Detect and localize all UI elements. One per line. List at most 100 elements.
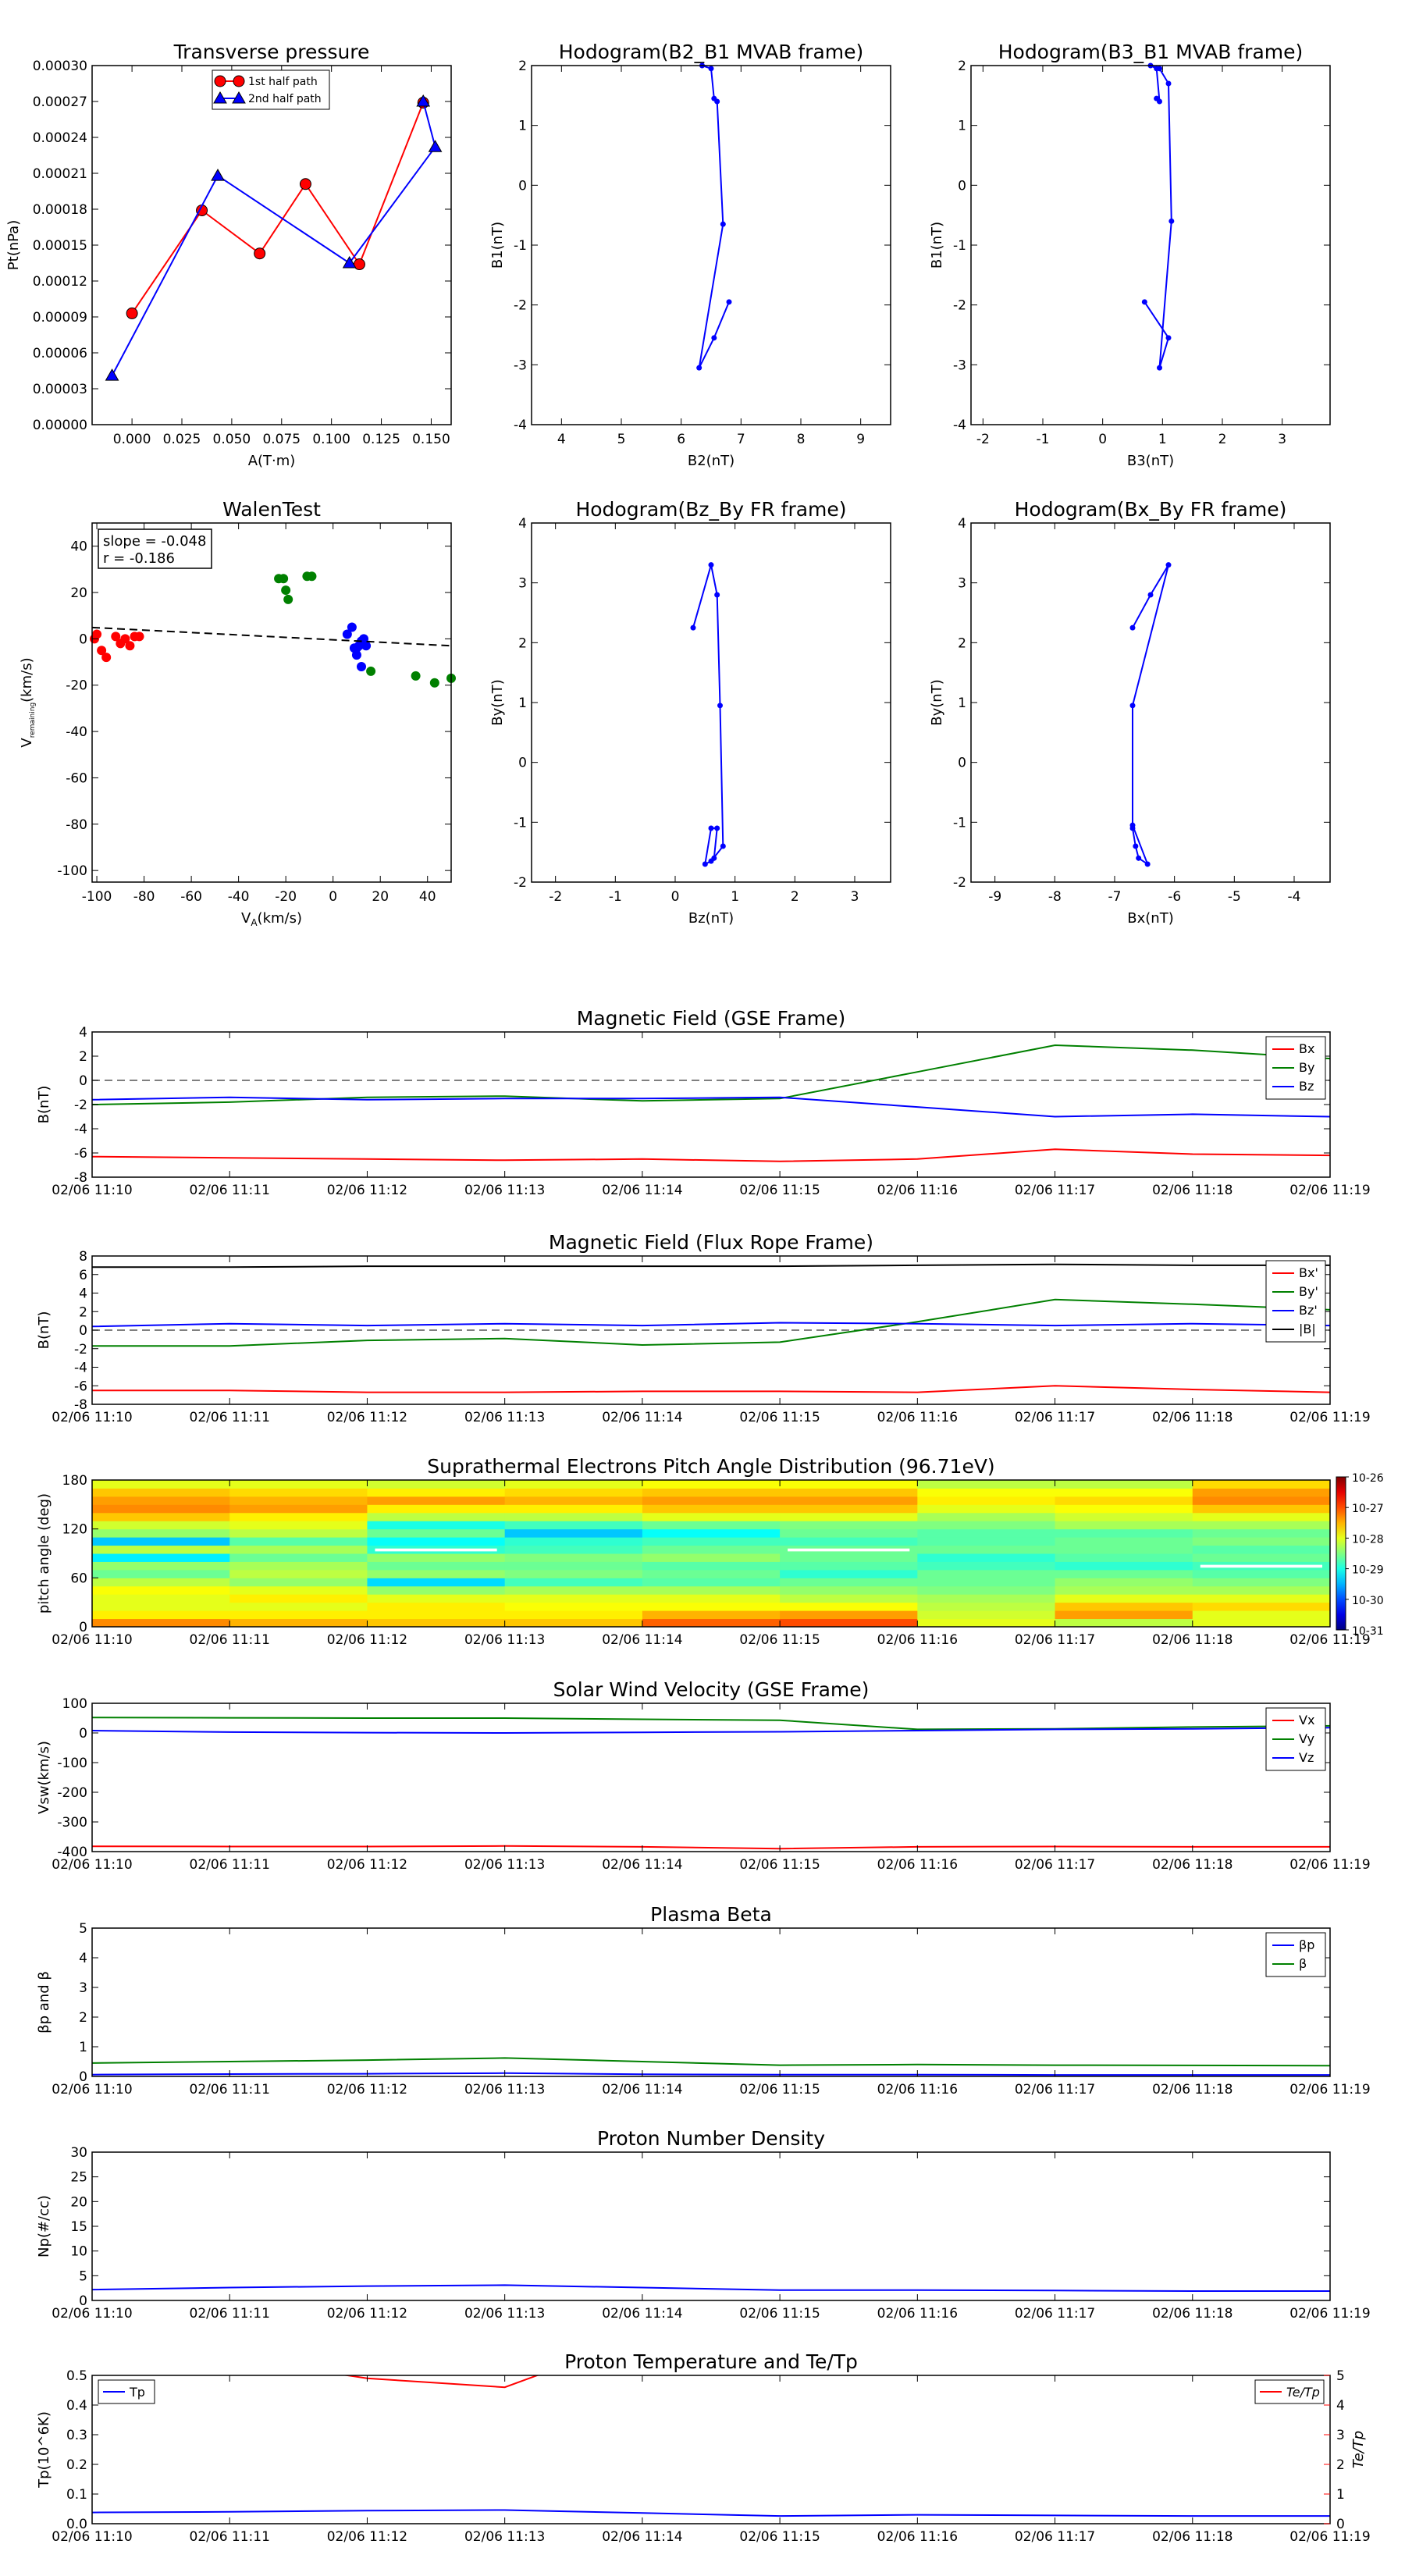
time-tick-label: 02/06 11:13 (464, 2306, 545, 2322)
data-point (299, 178, 311, 190)
y-axis-label: By(nT) (929, 679, 945, 725)
data-point (714, 825, 720, 831)
axes-frame (91, 1703, 1331, 1852)
time-tick-label: 02/06 11:18 (1152, 1857, 1232, 1873)
y-tick-label: -2 (74, 1342, 87, 1357)
y-tick-label: 2 (79, 2010, 87, 2026)
y-tick-label: 0.00009 (33, 310, 87, 326)
heat-cell (780, 1496, 918, 1505)
x-tick-label: -5 (1228, 889, 1241, 905)
time-tick-label: 02/06 11:10 (52, 2529, 132, 2545)
x-tick-label: 7 (737, 432, 745, 447)
y-tick-label: 0 (79, 1726, 87, 1742)
axes-frame (91, 65, 452, 425)
data-point (351, 643, 361, 653)
legend: βp β (1265, 1932, 1326, 1977)
triangle-marker (211, 169, 225, 181)
time-tick-label: 02/06 11:17 (1015, 1632, 1095, 1648)
data-point (347, 622, 357, 632)
chart-title: WalenTest (222, 498, 321, 521)
heat-cell (1192, 1521, 1331, 1530)
y-tick-label: -6 (74, 1146, 87, 1162)
data-point (720, 843, 726, 849)
y-tick-label: 0 (958, 178, 966, 194)
series-line (131, 102, 425, 314)
time-tick-label: 02/06 11:18 (1152, 2306, 1232, 2322)
heat-cell (642, 1512, 781, 1521)
heat-cell (642, 1569, 781, 1578)
heat-cell (1192, 1553, 1331, 1562)
heat-cell (504, 1594, 643, 1603)
heat-cell (1055, 1602, 1193, 1611)
heat-cell (642, 1480, 781, 1489)
series-line (92, 1044, 1330, 1105)
y-tick-label: 0 (518, 178, 527, 194)
chart-title: Suprathermal Electrons Pitch Angle Distr… (427, 1455, 994, 1478)
heat-cell (367, 1496, 506, 1505)
time-tick-label: 02/06 11:15 (739, 1410, 820, 1425)
y-tick-label-right: 1 (1336, 2487, 1345, 2503)
data-point (429, 678, 439, 688)
time-tick-label: 02/06 11:14 (602, 1410, 682, 1425)
x-tick-label: -2 (976, 432, 990, 447)
heat-cell (642, 1618, 781, 1628)
y-tick-label: -6 (74, 1379, 87, 1394)
x-tick-label: 0 (1098, 432, 1107, 447)
data-point (361, 641, 372, 651)
time-tick-label: 02/06 11:14 (602, 1857, 682, 1873)
x-tick-label: 9 (856, 432, 865, 447)
heat-cell (504, 1528, 643, 1538)
time-tick-label: 02/06 11:11 (190, 2529, 270, 2545)
y-tick-label: 0.00015 (33, 238, 87, 254)
series-line (698, 65, 730, 368)
legend: Bx' By' Bz' |B| (1265, 1260, 1326, 1343)
heat-cell (367, 1602, 506, 1611)
legend-label: β (1299, 1956, 1307, 1971)
y-tick-label: 4 (518, 516, 527, 532)
heat-cell (367, 1578, 506, 1587)
x-tick-label: 20 (372, 889, 389, 905)
data-point (125, 641, 135, 651)
heat-cell (367, 1594, 506, 1603)
x-tick-label: -6 (1168, 889, 1181, 905)
heat-cell (1055, 1512, 1193, 1521)
x-tick-label: 6 (677, 432, 685, 447)
data-point (411, 671, 421, 681)
y-tick-label: 0.00006 (33, 346, 87, 361)
time-tick-label: 02/06 11:15 (739, 1183, 820, 1198)
legend-label: By (1299, 1060, 1314, 1075)
heat-cell (92, 1496, 230, 1505)
legend-label: Bx (1299, 1041, 1314, 1056)
legend-label: |B| (1299, 1322, 1316, 1336)
y-axis-label: Np(#/cc) (36, 2195, 52, 2258)
time-tick-label: 02/06 11:11 (190, 1183, 270, 1198)
y-tick-label: 0 (79, 1323, 87, 1339)
heat-cell (504, 1585, 643, 1595)
y-tick-label: -2 (74, 1098, 87, 1113)
time-tick-label: 02/06 11:19 (1289, 2082, 1370, 2097)
time-tick-label: 02/06 11:15 (739, 1632, 820, 1648)
y-tick-label: 0 (79, 2293, 87, 2309)
y-tick-label: 0.3 (66, 2428, 87, 2443)
data-point (1165, 562, 1172, 568)
heat-cell (780, 1512, 918, 1521)
y-tick-label: 0.4 (66, 2398, 87, 2414)
heat-cell (642, 1602, 781, 1611)
y-tick-label: 0 (79, 2069, 87, 2085)
y-tick-label: 0 (79, 1620, 87, 1635)
x-tick-label: -40 (228, 889, 250, 905)
series-line (1132, 564, 1169, 866)
heat-cell (367, 1528, 506, 1538)
heat-cell (367, 1561, 506, 1571)
y-tick-label: 2 (958, 59, 966, 74)
y-tick-label: 4 (958, 516, 966, 532)
heat-cell (917, 1488, 1056, 1497)
y-tick-label: 6 (79, 1268, 87, 1283)
heat-cell (1192, 1504, 1331, 1514)
data-point (708, 66, 714, 72)
y-tick-label: -100 (57, 1756, 87, 1771)
legend-right: Te/Tp (1254, 2379, 1325, 2404)
y-tick-label: -60 (66, 770, 87, 786)
time-tick-label: 02/06 11:15 (739, 2306, 820, 2322)
x-tick-label: -4 (1288, 889, 1301, 905)
